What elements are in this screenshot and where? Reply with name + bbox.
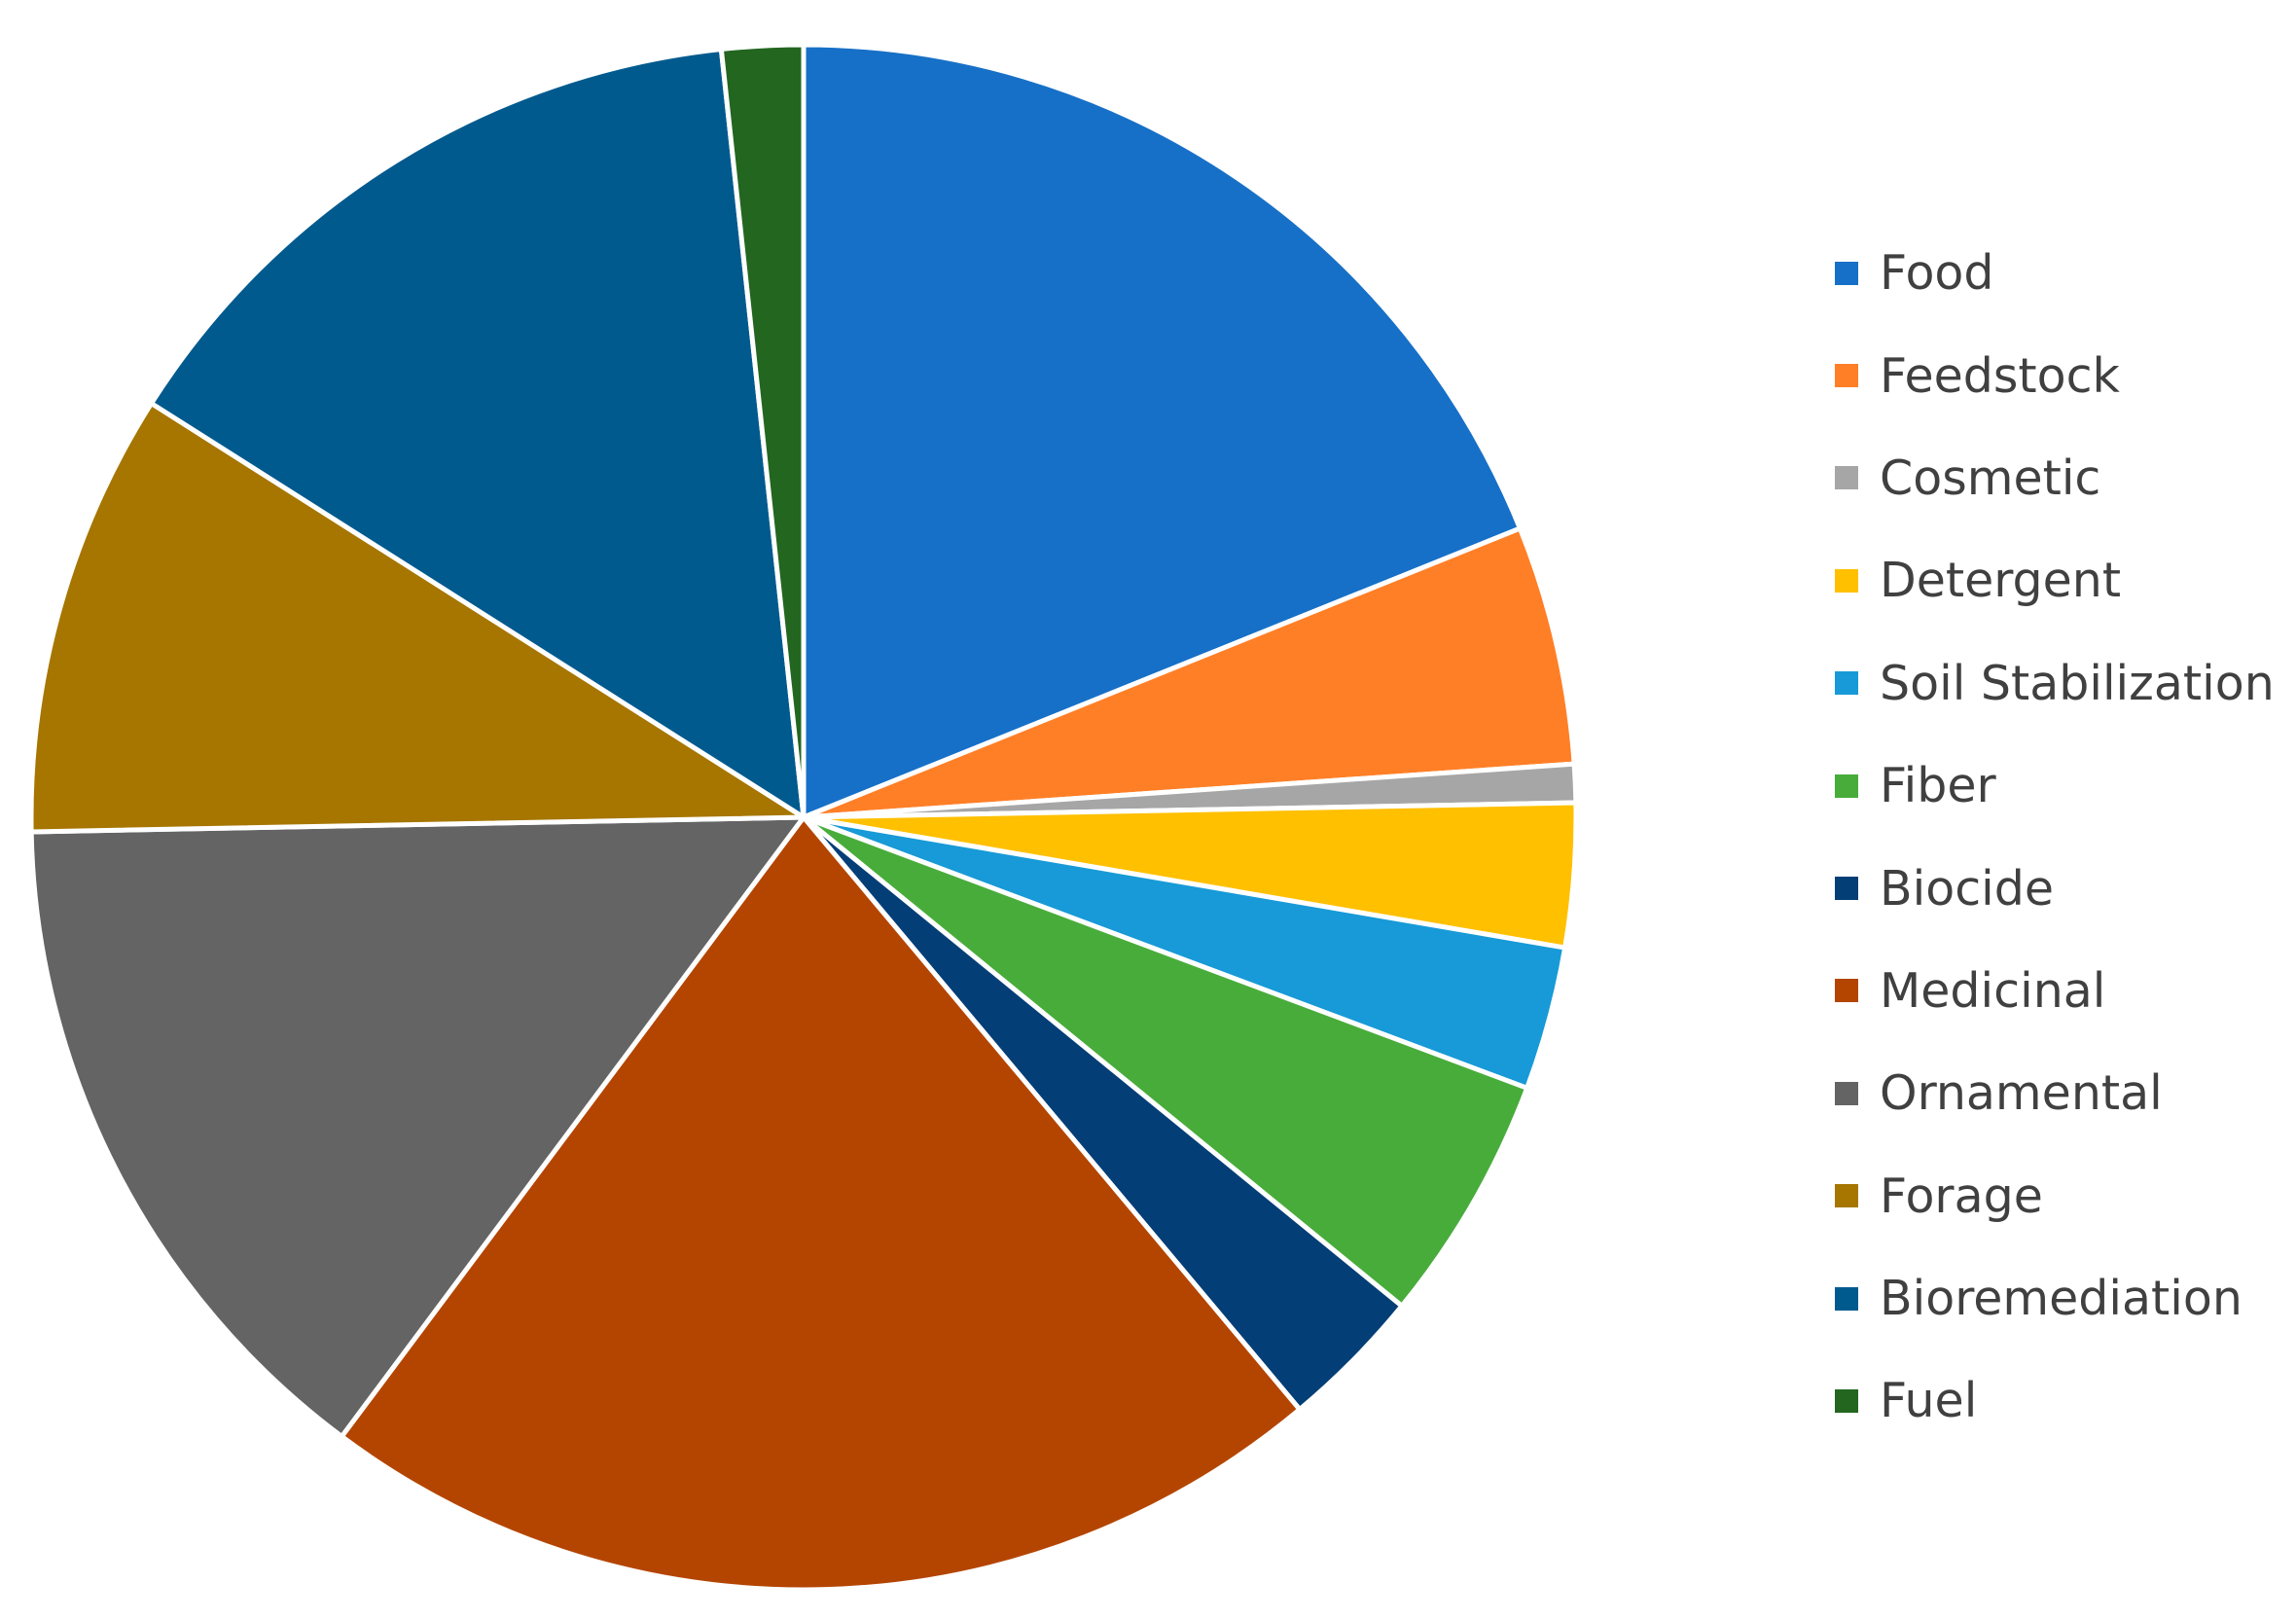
legend-label: Fiber <box>1880 758 1996 814</box>
legend-item-food: Food <box>1835 222 2282 324</box>
legend-item-biocide: Biocide <box>1835 837 2282 939</box>
legend-swatch <box>1835 261 1858 285</box>
legend-swatch <box>1835 568 1858 593</box>
legend-item-soil-stabilization: Soil Stabilization <box>1835 632 2282 735</box>
legend-item-fuel: Fuel <box>1835 1349 2282 1452</box>
pie-slices <box>28 42 1579 1593</box>
pie-slice-medicinal <box>339 814 1303 1593</box>
legend-swatch <box>1835 1184 1858 1208</box>
legend-label: Fuel <box>1880 1373 1978 1429</box>
legend-label: Forage <box>1880 1168 2043 1224</box>
legend-item-feedstock: Feedstock <box>1835 324 2282 426</box>
legend-label: Medicinal <box>1880 962 2106 1019</box>
legend-swatch <box>1835 979 1858 1003</box>
legend: Food Feedstock Cosmetic Detergent Soil Stabi… <box>1835 222 2282 1453</box>
legend-swatch <box>1835 774 1858 798</box>
legend-swatch <box>1835 671 1858 696</box>
pie-slice-fiber <box>801 814 1530 1309</box>
pie-slice-bioremediation <box>149 47 807 820</box>
legend-label: Soil Stabilization <box>1880 655 2275 711</box>
legend-swatch <box>1835 466 1858 490</box>
legend-item-medicinal: Medicinal <box>1835 940 2282 1042</box>
legend-item-bioremediation: Bioremediation <box>1835 1247 2282 1349</box>
legend-label: Biocide <box>1880 860 2055 917</box>
legend-item-cosmetic: Cosmetic <box>1835 427 2282 529</box>
legend-item-forage: Forage <box>1835 1145 2282 1247</box>
pie-plot-area <box>28 42 1579 1593</box>
legend-item-detergent: Detergent <box>1835 529 2282 631</box>
legend-label: Ornamental <box>1880 1065 2163 1122</box>
legend-swatch <box>1835 1286 1858 1311</box>
pie-slice-forage <box>28 401 807 835</box>
legend-swatch <box>1835 877 1858 901</box>
legend-swatch <box>1835 1081 1858 1105</box>
legend-item-fiber: Fiber <box>1835 735 2282 837</box>
pie-slice-ornamental <box>28 814 807 1439</box>
legend-item-ornamental: Ornamental <box>1835 1042 2282 1144</box>
legend-swatch <box>1835 364 1858 388</box>
pie-slice-food <box>801 42 1523 820</box>
legend-label: Cosmetic <box>1880 450 2101 506</box>
legend-label: Food <box>1880 245 1994 302</box>
pie-slice-feedstock <box>801 525 1577 820</box>
legend-label: Bioremediation <box>1880 1271 2242 1327</box>
legend-label: Feedstock <box>1880 347 2120 404</box>
pie-slice-fuel <box>718 42 807 820</box>
legend-swatch <box>1835 1388 1858 1413</box>
legend-label: Detergent <box>1880 553 2122 609</box>
